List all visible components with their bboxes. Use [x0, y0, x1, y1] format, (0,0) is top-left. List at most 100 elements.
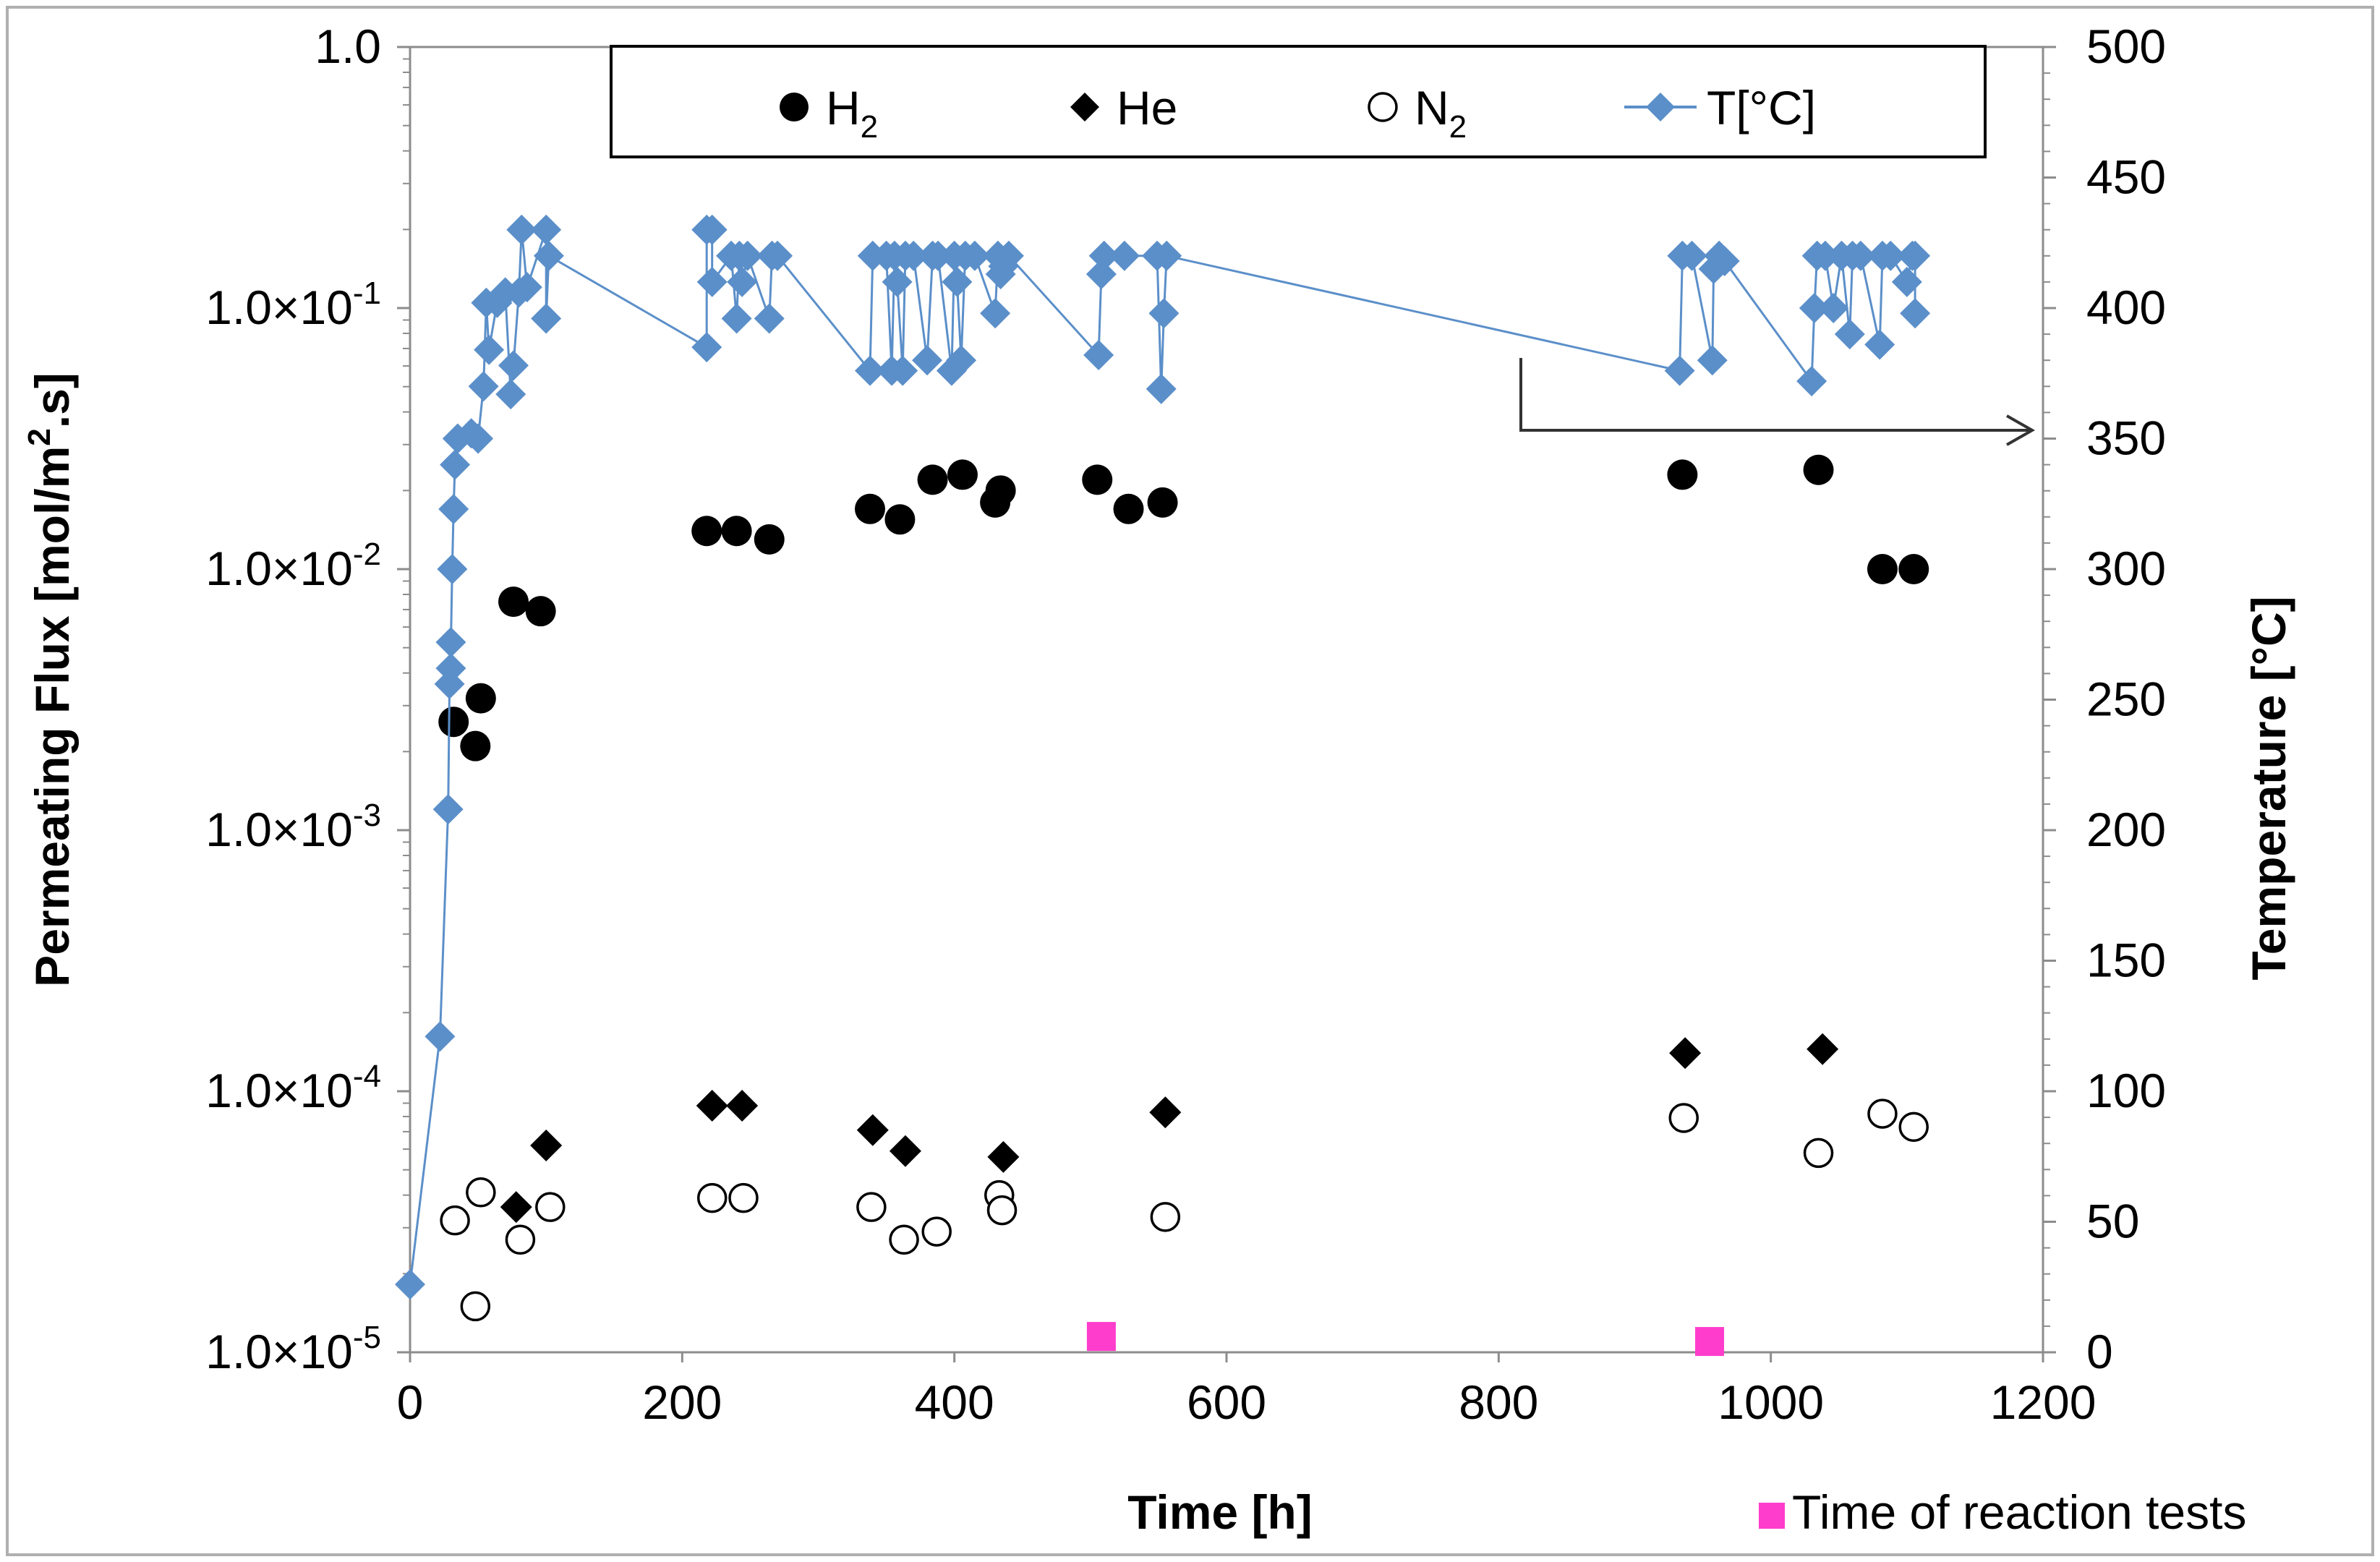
- temperature-point: [533, 240, 564, 271]
- h2-point: [498, 586, 529, 618]
- n2-point: [986, 1195, 1018, 1226]
- h2-point: [465, 683, 496, 714]
- n2-point: [921, 1216, 952, 1247]
- temperature-point: [425, 1021, 456, 1052]
- h2-point: [1147, 487, 1178, 518]
- y-left-tick-label: 1.0×10-5: [205, 1320, 381, 1378]
- reaction-test-marker: [1086, 1322, 1116, 1352]
- legend-marker-h2: [780, 93, 809, 121]
- y-left-tick-label: 1.0×10-3: [205, 798, 381, 856]
- temperature-point: [721, 303, 752, 334]
- temperature-point: [1875, 240, 1906, 271]
- n2-point: [1668, 1103, 1699, 1133]
- tick-mantissa: 1.0: [315, 20, 381, 73]
- series-layer: [395, 214, 1931, 1357]
- n2-point: [535, 1192, 566, 1222]
- n2-point: [460, 1291, 491, 1322]
- n2-point: [696, 1182, 728, 1213]
- temperature-point: [1146, 373, 1177, 404]
- tick-exponent: -5: [353, 1320, 381, 1355]
- legend-item: T[°C]: [1624, 81, 1816, 135]
- temperature-point: [959, 240, 990, 271]
- temperature-point: [898, 240, 929, 271]
- legend-label: T[°C]: [1707, 81, 1816, 135]
- legend-label: N2: [1415, 81, 1467, 145]
- legend-marker-he: [1070, 93, 1099, 121]
- tick-mantissa: 1.0×10: [205, 1325, 353, 1378]
- temperature-point: [912, 345, 943, 376]
- h2-point: [754, 524, 785, 555]
- arrow-head: [2006, 414, 2036, 446]
- n2-point: [440, 1205, 470, 1236]
- h2-point: [985, 475, 1016, 506]
- legend-item: He: [1070, 81, 1177, 135]
- temperature-point: [882, 266, 913, 297]
- y-right-axis-title: Temperature [°C]: [2242, 596, 2295, 980]
- h2-point: [721, 516, 752, 547]
- temperature-point: [463, 423, 494, 454]
- n2-point: [1803, 1138, 1834, 1169]
- n2-point: [1867, 1098, 1898, 1129]
- he-point: [696, 1090, 728, 1122]
- h2-point: [1113, 493, 1144, 524]
- h2-point: [525, 596, 556, 627]
- temperature-point: [395, 1269, 425, 1300]
- y-right-tick-label: 100: [2086, 1064, 2166, 1117]
- temperature-point: [438, 493, 469, 524]
- tick-exponent: -3: [353, 798, 381, 833]
- temperature-point: [993, 240, 1024, 271]
- x-axis-title: Time [h]: [1127, 1485, 1312, 1539]
- temperature-point: [1109, 240, 1140, 271]
- legend: H2 He N2 T[°C]: [610, 45, 1987, 158]
- tick-mantissa: 1.0×10: [205, 803, 353, 856]
- y-right-tick-label: 350: [2086, 411, 2166, 465]
- y-right-tick-label: 400: [2086, 281, 2166, 334]
- temperature-point: [855, 355, 886, 386]
- series-h2: [438, 454, 1929, 761]
- temperature-point: [1834, 319, 1865, 350]
- temperature-point: [531, 214, 562, 245]
- temperature-point: [1845, 240, 1876, 271]
- he-point: [1149, 1096, 1182, 1129]
- y-left-title-part1: Permeating Flux [mol/m: [25, 446, 79, 987]
- tick-exponent: -4: [353, 1059, 381, 1094]
- y-left-tick-label: 1.0×10-1: [205, 276, 381, 334]
- h2-point: [1667, 459, 1698, 490]
- temperature-point: [474, 334, 505, 365]
- tick-exponent: -2: [353, 537, 381, 572]
- h2-point: [460, 730, 491, 761]
- temperature-point: [1676, 240, 1707, 271]
- legend-item: H2: [780, 81, 878, 145]
- temperature-point: [732, 240, 763, 271]
- temperature-point: [432, 794, 464, 825]
- y-right-tick-label: 450: [2086, 150, 2166, 204]
- temperature-point: [762, 240, 793, 271]
- y-right-tick-label: 150: [2086, 934, 2166, 987]
- temperature-point: [435, 653, 466, 684]
- temperature-point: [506, 214, 537, 245]
- arrow-line: [1519, 358, 2032, 432]
- axes: 0 200 400 600 800 1000 12001.0×10-51.0×10-41.0…: [205, 20, 2166, 1429]
- temperature-point: [923, 240, 954, 271]
- series-he: [500, 1033, 1839, 1224]
- temperature-point: [1697, 345, 1728, 376]
- x-tick-label: 600: [1187, 1375, 1266, 1429]
- temperature-point: [1809, 240, 1841, 271]
- y-left-tick-label: 1.0: [315, 20, 381, 73]
- legend-label-main: T[°C]: [1707, 81, 1816, 135]
- y-right-tick-label: 200: [2086, 803, 2166, 856]
- legend-label-sub: 2: [861, 109, 878, 145]
- temperature-point: [1891, 266, 1922, 297]
- x-tick-label: 1000: [1718, 1375, 1824, 1429]
- temperature-point: [440, 449, 471, 480]
- temperature-point: [1796, 366, 1827, 397]
- temperature-point: [1900, 240, 1931, 271]
- series-timeofreactiontests: [1086, 1322, 1724, 1357]
- y-left-title-part2: .s]: [25, 372, 79, 428]
- h2-point: [884, 504, 916, 535]
- legend-label-sub: 2: [1449, 109, 1467, 145]
- temperature-point: [511, 272, 542, 303]
- temperature-point: [942, 266, 973, 297]
- y-right-tick-label: 250: [2086, 673, 2166, 726]
